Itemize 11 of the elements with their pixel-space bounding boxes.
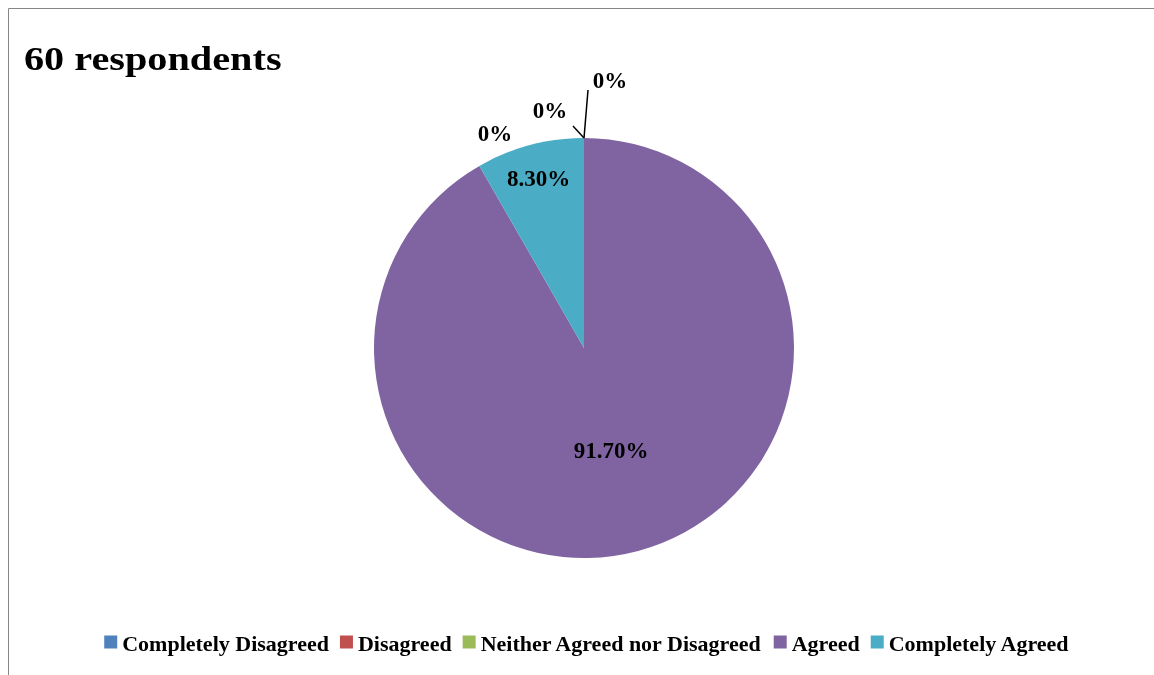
legend-label: Neither Agreed nor Disagreed: [480, 630, 761, 656]
data-label: 91.70%: [573, 437, 649, 463]
text: 0%: [477, 121, 513, 147]
text: 0%: [532, 98, 568, 124]
text: 0%: [592, 68, 628, 94]
chart-title: 60 respondents: [24, 40, 282, 78]
data-label: 8.30%: [506, 165, 571, 191]
legend-label: Disagreed: [357, 630, 452, 656]
legend-label: Completely Agreed: [888, 630, 1069, 656]
legend-label: Agreed: [791, 630, 860, 656]
legend-label: Completely Disagreed: [122, 630, 329, 656]
